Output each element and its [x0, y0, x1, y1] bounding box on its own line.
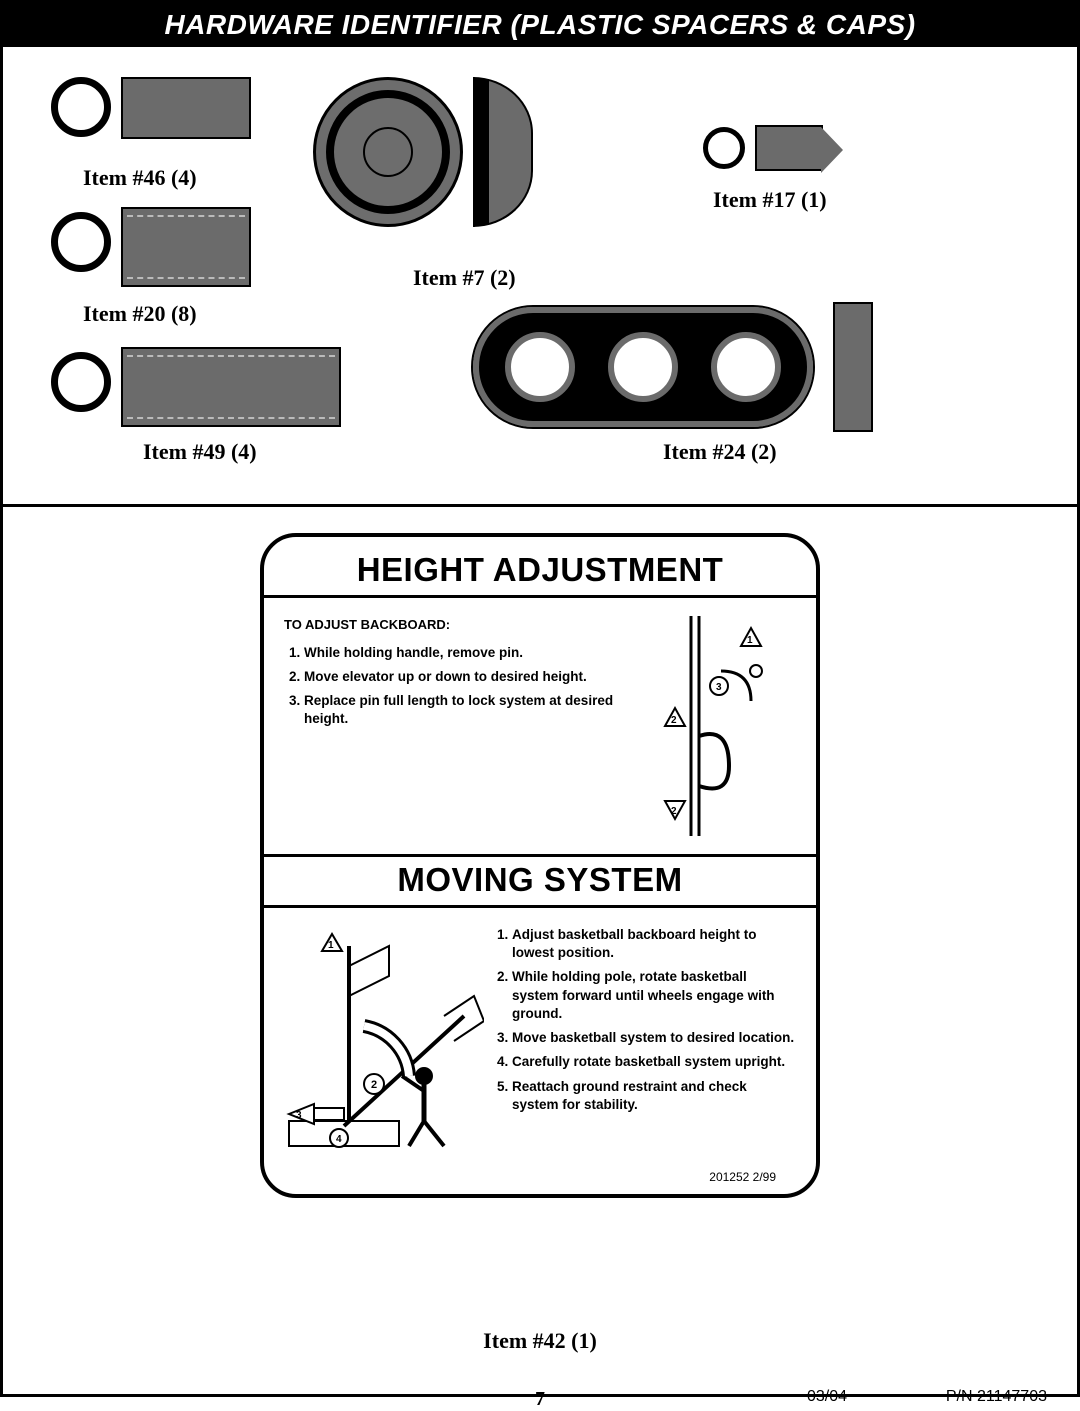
- instruction-card-wrap: HEIGHT ADJUSTMENT TO ADJUST BACKBOARD: W…: [260, 533, 820, 1198]
- svg-text:2: 2: [671, 715, 677, 726]
- item24-hole-icon: [608, 332, 678, 402]
- item24-bracket-icon: [473, 307, 813, 427]
- svg-text:4: 4: [336, 1134, 342, 1145]
- moving-system-text: Adjust basketball backboard height to lo…: [484, 926, 796, 1156]
- svg-text:3: 3: [296, 1110, 302, 1121]
- moving-system-figure: 1 2 3 4: [284, 926, 484, 1156]
- item46-label: Item #46 (4): [83, 165, 197, 191]
- moving-step: Move basketball system to desired locati…: [512, 1029, 796, 1047]
- page-frame: HARDWARE IDENTIFIER (PLASTIC SPACERS & C…: [0, 0, 1080, 1397]
- height-adjustment-title: HEIGHT ADJUSTMENT: [264, 551, 816, 589]
- header-bar: HARDWARE IDENTIFIER (PLASTIC SPACERS & C…: [3, 3, 1077, 47]
- height-adjust-figure: 1 2 2 3: [626, 616, 796, 836]
- item7-label: Item #7 (2): [413, 265, 516, 291]
- item7-cap-side-icon: [473, 77, 533, 227]
- adjust-step: While holding handle, remove pin.: [304, 644, 626, 662]
- adjust-header: TO ADJUST BACKBOARD:: [284, 616, 626, 634]
- item24-side-icon: [833, 302, 873, 432]
- card-footer-code: 201252 2/99: [264, 1170, 816, 1186]
- item46-spacer-icon: [121, 77, 251, 139]
- item7-cap-front-icon: [313, 77, 463, 227]
- svg-text:3: 3: [716, 682, 722, 693]
- instruction-card: HEIGHT ADJUSTMENT TO ADJUST BACKBOARD: W…: [260, 533, 820, 1198]
- item49-spacer-icon: [121, 347, 341, 427]
- divider: [264, 595, 816, 598]
- moving-system-row: 1 2 3 4 Adjust basketball backboard heig…: [264, 912, 816, 1170]
- moving-step: Adjust basketball backboard height to lo…: [512, 926, 796, 962]
- divider: [264, 905, 816, 908]
- divider: [264, 854, 816, 857]
- item42-label: Item #42 (1): [483, 1328, 597, 1354]
- height-adjust-text: TO ADJUST BACKBOARD: While holding handl…: [284, 616, 626, 836]
- svg-text:2: 2: [371, 1079, 377, 1091]
- item24-hole-icon: [711, 332, 781, 402]
- item17-ring-icon: [703, 127, 745, 169]
- svg-text:1: 1: [328, 940, 334, 951]
- moving-step: While holding pole, rotate basketball sy…: [512, 968, 796, 1023]
- height-adjust-row: TO ADJUST BACKBOARD: While holding handl…: [264, 602, 816, 850]
- svg-text:2: 2: [671, 806, 677, 817]
- adjust-steps-list: While holding handle, remove pin. Move e…: [284, 644, 626, 729]
- adjust-step: Move elevator up or down to desired heig…: [304, 668, 626, 686]
- item24-label: Item #24 (2): [663, 439, 777, 465]
- item20-spacer-icon: [121, 207, 251, 287]
- moving-steps-list: Adjust basketball backboard height to lo…: [492, 926, 796, 1114]
- moving-step: Reattach ground restraint and check syst…: [512, 1078, 796, 1114]
- item17-label: Item #17 (1): [713, 187, 827, 213]
- svg-text:1: 1: [747, 635, 753, 646]
- item20-ring-icon: [51, 212, 111, 272]
- item49-ring-icon: [51, 352, 111, 412]
- item24-hole-icon: [505, 332, 575, 402]
- hardware-identifier-section: Item #46 (4) Item #20 (8) Item #49 (4) I…: [3, 47, 1077, 507]
- item49-label: Item #49 (4): [143, 439, 257, 465]
- moving-step: Carefully rotate basketball system uprig…: [512, 1053, 796, 1071]
- item20-label: Item #20 (8): [83, 301, 197, 327]
- item46-ring-icon: [51, 77, 111, 137]
- moving-system-title: MOVING SYSTEM: [264, 861, 816, 899]
- footer-part-number: P/N 21147703: [946, 1388, 1047, 1406]
- adjust-step: Replace pin full length to lock system a…: [304, 692, 626, 728]
- footer-date: 03/04: [807, 1388, 847, 1406]
- item17-cap-icon: [755, 125, 823, 171]
- page-number: 7: [535, 1388, 545, 1411]
